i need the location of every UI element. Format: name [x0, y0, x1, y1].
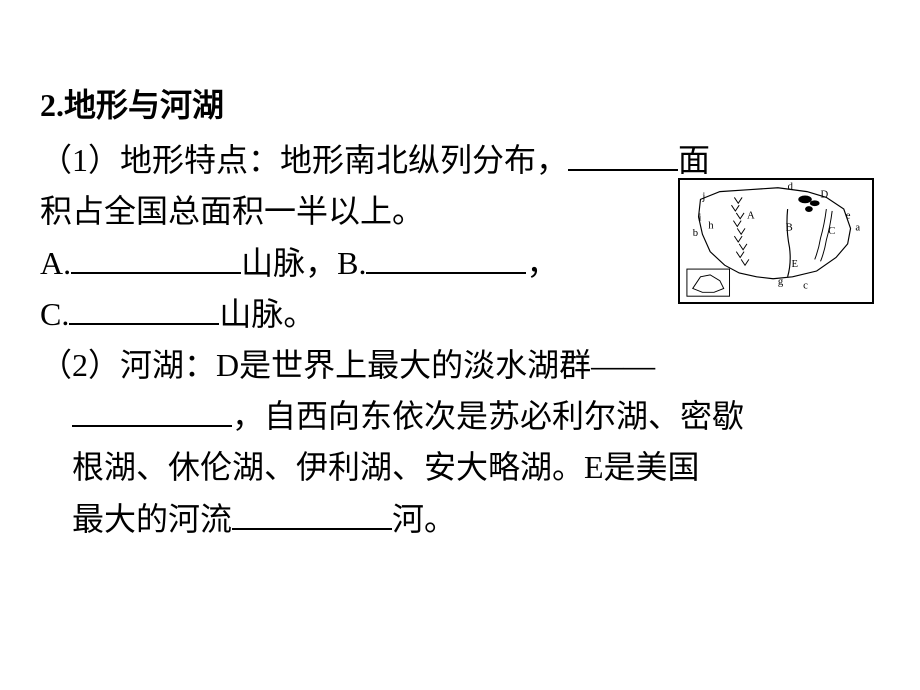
p1-text-c: 积占全国总面积一半以上。	[40, 193, 424, 229]
great-lakes-icon	[798, 195, 819, 211]
label-E: E	[791, 259, 798, 270]
blank-d[interactable]	[72, 392, 232, 427]
worksheet-page: 2.地形与河湖 （1）地形特点：地形南北纵列分布，面 积占全国总面积一半以上。 …	[0, 0, 920, 690]
rockies-icon	[731, 197, 748, 265]
p2-text-c: 根湖、休伦湖、伊利湖、安大略湖。E是美国	[72, 449, 700, 485]
label-b-lower: b	[693, 228, 698, 239]
p2-text-b: ，自西向东依次是苏必利尔湖、密歇	[232, 398, 744, 434]
label-j-lower: j	[701, 191, 705, 202]
blank-e[interactable]	[232, 494, 392, 529]
map-svg: A B C D E a b c d e g h i j	[680, 180, 872, 302]
label-g-lower: g	[778, 277, 784, 288]
label-i-lower: i	[699, 213, 702, 224]
p2-text-d: 最大的河流	[72, 501, 232, 537]
lineA-b: 山脉，B.	[241, 245, 366, 281]
line-a: A. 山脉，B. ，	[40, 238, 700, 289]
blank-1[interactable]	[568, 136, 678, 171]
label-e-lower: e	[846, 211, 851, 222]
alaska-icon	[693, 275, 724, 292]
label-h-lower: h	[708, 220, 714, 231]
appalachian-icon	[815, 209, 827, 259]
label-a-lower: a	[855, 222, 860, 233]
p1-text-a: （1）地形特点：地形南北纵列分布，	[40, 142, 568, 178]
mississippi-icon	[787, 209, 790, 277]
lineC-a: C.	[40, 296, 69, 332]
p2-text-a: （2）河湖：D是世界上最大的淡水湖群——	[40, 347, 655, 383]
label-C: C	[828, 226, 835, 237]
lineA-c: ，	[526, 245, 558, 281]
map-labels: A B C D E a b c d e g h i j	[693, 182, 861, 292]
label-D: D	[821, 189, 829, 200]
label-B: B	[786, 222, 793, 233]
lineA-a: A.	[40, 245, 71, 281]
p1-text-b: 面	[678, 142, 710, 178]
p2-text-e: 河。	[392, 501, 456, 537]
lineC-b: 山脉。	[219, 296, 315, 332]
label-A: A	[747, 211, 755, 222]
label-d-lower: d	[788, 182, 794, 193]
section-heading: 2.地形与河湖	[40, 80, 880, 131]
blank-b[interactable]	[366, 238, 526, 273]
usa-map: A B C D E a b c d e g h i j	[678, 178, 874, 304]
paragraph-2: （2）河湖：D是世界上最大的淡水湖群—— ，自西向东依次是苏必利尔湖、密歇 根湖…	[40, 340, 880, 545]
blank-c[interactable]	[69, 290, 219, 325]
label-c-lower: c	[803, 280, 808, 291]
line-c: C. 山脉。	[40, 289, 700, 340]
blank-a[interactable]	[71, 238, 241, 273]
